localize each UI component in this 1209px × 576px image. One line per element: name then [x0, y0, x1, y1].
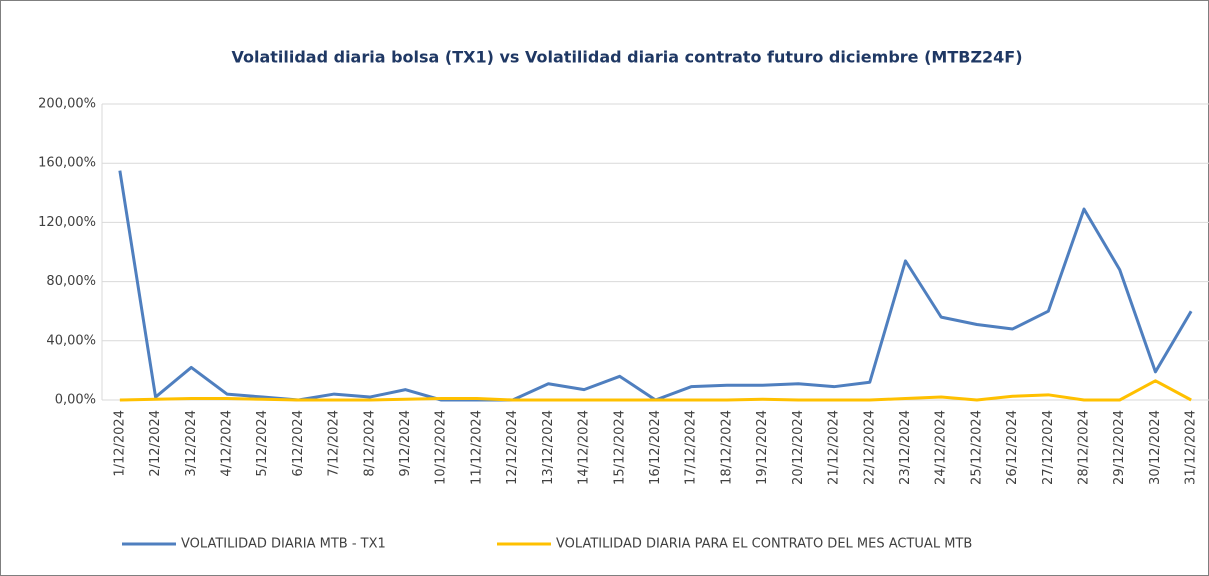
- x-tick-label: 27/12/2024: [1041, 410, 1056, 485]
- x-tick-label: 15/12/2024: [612, 410, 627, 485]
- x-tick-label: 16/12/2024: [648, 410, 663, 485]
- x-tick-label: 14/12/2024: [577, 410, 592, 485]
- x-tick-label: 28/12/2024: [1077, 410, 1092, 485]
- x-tick-label: 3/12/2024: [184, 410, 199, 477]
- x-tick-label: 7/12/2024: [327, 410, 342, 477]
- x-tick-label: 6/12/2024: [291, 410, 306, 477]
- y-tick-label: 40,00%: [46, 333, 96, 348]
- x-tick-label: 22/12/2024: [862, 410, 877, 485]
- x-tick-label: 2/12/2024: [148, 410, 163, 477]
- x-tick-label: 13/12/2024: [541, 410, 556, 485]
- x-tick-label: 25/12/2024: [969, 410, 984, 485]
- x-tick-label: 11/12/2024: [469, 410, 484, 485]
- series-line: [119, 379, 1192, 402]
- x-tick-label: 12/12/2024: [505, 410, 520, 485]
- x-tick-label: 26/12/2024: [1005, 410, 1020, 485]
- x-tick-label: 29/12/2024: [1112, 410, 1127, 485]
- chart-title: Volatilidad diaria bolsa (TX1) vs Volati…: [231, 48, 1022, 67]
- y-tick-label: 0,00%: [55, 393, 96, 408]
- x-tick-label: 1/12/2024: [112, 410, 127, 477]
- x-tick-label: 5/12/2024: [255, 410, 270, 477]
- x-tick-label: 30/12/2024: [1148, 410, 1163, 485]
- x-tick-label: 8/12/2024: [362, 410, 377, 477]
- x-tick-label: 19/12/2024: [755, 410, 770, 485]
- y-tick-label: 200,00%: [38, 97, 96, 112]
- x-tick-label: 31/12/2024: [1184, 410, 1199, 485]
- x-tick-label: 10/12/2024: [434, 410, 449, 485]
- y-tick-label: 160,00%: [38, 156, 96, 171]
- x-tick-label: 21/12/2024: [827, 410, 842, 485]
- x-tick-label: 18/12/2024: [719, 410, 734, 485]
- x-tick-label: 9/12/2024: [398, 410, 413, 477]
- x-tick-label: 20/12/2024: [791, 410, 806, 485]
- x-tick-label: 4/12/2024: [219, 410, 234, 477]
- x-tick-label: 24/12/2024: [934, 410, 949, 485]
- legend-label: VOLATILIDAD DIARIA PARA EL CONTRATO DEL …: [556, 537, 972, 552]
- y-tick-label: 120,00%: [38, 215, 96, 230]
- x-tick-label: 17/12/2024: [684, 410, 699, 485]
- x-tick-label: 23/12/2024: [898, 410, 913, 485]
- y-tick-label: 80,00%: [46, 274, 96, 289]
- legend-label: VOLATILIDAD DIARIA MTB - TX1: [181, 537, 386, 552]
